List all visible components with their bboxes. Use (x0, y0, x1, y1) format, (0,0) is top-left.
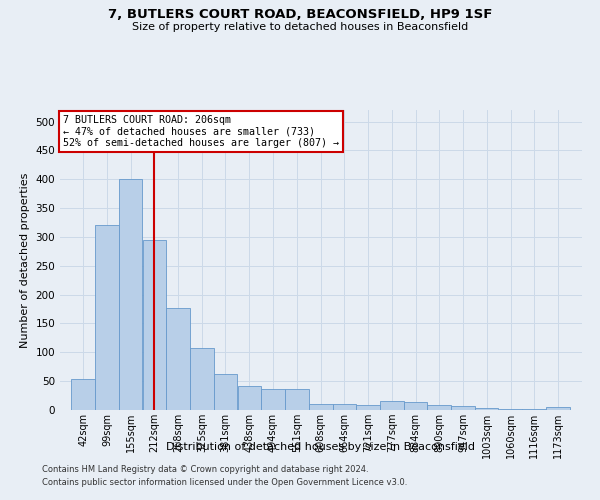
Y-axis label: Number of detached properties: Number of detached properties (20, 172, 30, 348)
Text: 7 BUTLERS COURT ROAD: 206sqm
← 47% of detached houses are smaller (733)
52% of s: 7 BUTLERS COURT ROAD: 206sqm ← 47% of de… (62, 114, 338, 148)
Bar (451, 406, 475, 410)
Bar (356, 406, 380, 410)
Bar (427, 406, 451, 410)
Text: Contains HM Land Registry data © Crown copyright and database right 2024.: Contains HM Land Registry data © Crown c… (42, 466, 368, 474)
Bar (380, 402, 404, 410)
Bar (214, 374, 237, 410)
Bar (499, 409, 523, 410)
Bar (332, 404, 356, 410)
Bar (166, 308, 190, 410)
Bar (285, 389, 308, 410)
Bar (143, 240, 166, 410)
Bar (404, 402, 427, 410)
Bar (71, 379, 95, 410)
Bar (547, 407, 570, 410)
Text: 7, BUTLERS COURT ROAD, BEACONSFIELD, HP9 1SF: 7, BUTLERS COURT ROAD, BEACONSFIELD, HP9… (108, 8, 492, 20)
Bar (475, 408, 499, 410)
Bar (261, 388, 284, 410)
Text: Contains public sector information licensed under the Open Government Licence v3: Contains public sector information licen… (42, 478, 407, 487)
Text: Distribution of detached houses by size in Beaconsfield: Distribution of detached houses by size … (167, 442, 476, 452)
Bar (309, 404, 332, 410)
Text: Size of property relative to detached houses in Beaconsfield: Size of property relative to detached ho… (132, 22, 468, 32)
Bar (190, 348, 214, 410)
Bar (119, 179, 142, 410)
Bar (95, 226, 119, 410)
Bar (238, 386, 261, 410)
